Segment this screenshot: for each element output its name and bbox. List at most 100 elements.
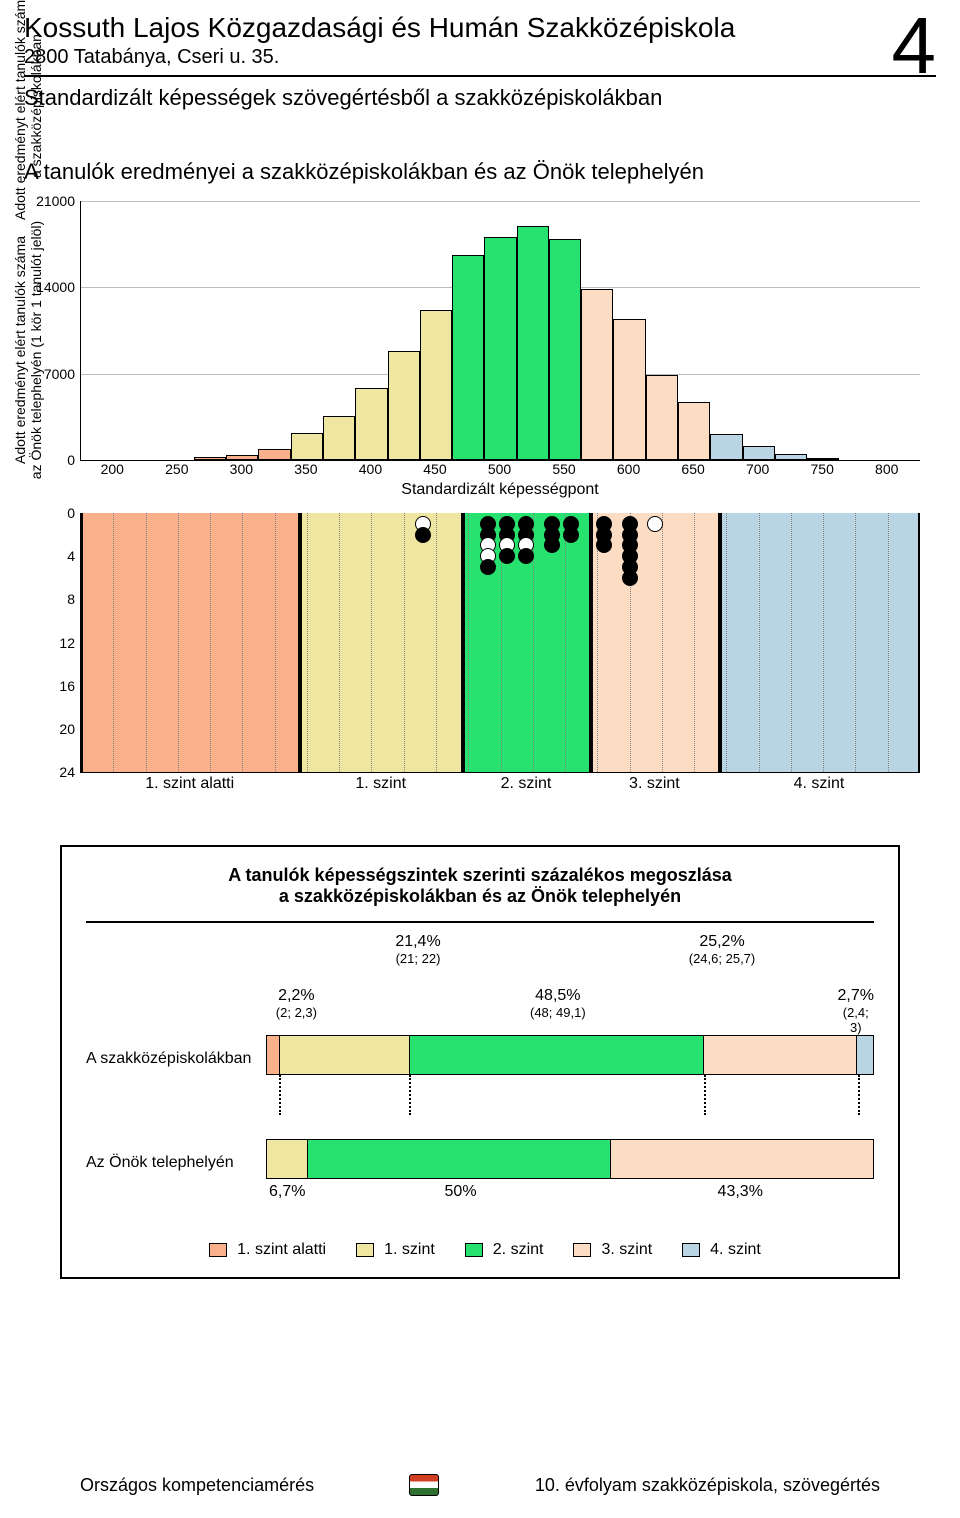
pct-row-top: 21,4%(21; 22)25,2%(24,6; 25,7) <box>266 933 874 977</box>
section-title: A tanulók eredményei a szakközépiskolákb… <box>24 159 960 185</box>
student-dot <box>622 570 638 586</box>
stacked-bar-local <box>266 1139 874 1179</box>
pct-row-mid: 2,2%(2; 2,3)48,5%(48; 49,1)2,7%(2,4; 3) <box>266 987 874 1031</box>
histogram-bar <box>517 226 549 460</box>
histogram-bar <box>355 388 387 460</box>
header-rule <box>24 75 936 77</box>
dotted-vline <box>662 513 663 772</box>
dotted-vline <box>404 513 405 772</box>
dotted-vline <box>791 513 792 772</box>
percentage-box: A tanulók képességszintek szerinti száza… <box>60 845 900 1279</box>
histogram-xticks: 200250300350400450500550600650700750800 <box>80 461 920 479</box>
footer-right: 10. évfolyam szakközépiskola, szövegérté… <box>535 1475 880 1496</box>
bar-segment <box>280 1036 410 1074</box>
histogram-bar <box>484 237 516 460</box>
histogram-area: 070001400021000 <box>80 201 920 461</box>
dot-ytick: 12 <box>59 635 81 651</box>
connector-line <box>409 1075 411 1115</box>
histogram-bar <box>452 255 484 460</box>
bar-segment <box>857 1036 873 1074</box>
histogram-bar <box>775 454 807 460</box>
xtick-label: 400 <box>359 461 382 477</box>
bar2-label: Az Önök telephelyén <box>86 1154 266 1172</box>
connector-line <box>858 1075 860 1115</box>
dotted-vline <box>371 513 372 772</box>
xtick-label: 800 <box>875 461 898 477</box>
legend-swatch <box>682 1243 700 1257</box>
gridline <box>81 201 920 202</box>
dot-ytick: 24 <box>59 764 81 780</box>
xtick-label: 550 <box>552 461 575 477</box>
pct-label: 25,2%(24,6; 25,7) <box>689 933 756 966</box>
bar-segment <box>308 1140 611 1178</box>
dotted-vline <box>597 513 598 772</box>
xtick-label: 750 <box>811 461 834 477</box>
level-label: 4. szint <box>794 775 845 793</box>
school-address: 2800 Tatabánya, Cseri u. 35. <box>24 46 936 69</box>
student-dot <box>563 527 579 543</box>
xtick-label: 600 <box>617 461 640 477</box>
level-band <box>591 513 720 772</box>
dotted-vline <box>759 513 760 772</box>
student-dot <box>499 548 515 564</box>
bar-segment <box>267 1036 280 1074</box>
dotted-vline <box>339 513 340 772</box>
bar2-below-labels: 6,7%50%43,3% <box>266 1183 874 1211</box>
dot-chart: Adott eredményt elért tanulók száma az Ö… <box>80 513 920 795</box>
level-label: 3. szint <box>629 775 680 793</box>
legend-item: 4. szint <box>672 1241 761 1259</box>
histogram-bar <box>258 449 290 460</box>
dotted-vline <box>823 513 824 772</box>
xtick-label: 650 <box>681 461 704 477</box>
page-number: 4 <box>892 6 937 86</box>
xtick-label: 300 <box>230 461 253 477</box>
histogram-bar <box>549 239 581 460</box>
dotchart-area: 04812162024 <box>80 513 920 773</box>
ytick-label: 0 <box>67 452 81 468</box>
histogram-bar <box>194 457 226 460</box>
xtick-label: 250 <box>165 461 188 477</box>
legend-swatch <box>356 1243 374 1257</box>
dotted-vline <box>178 513 179 772</box>
dot-ytick: 8 <box>67 591 81 607</box>
footer-left: Országos kompetenciamérés <box>80 1475 314 1496</box>
connector-line <box>279 1075 281 1115</box>
dotted-vline <box>275 513 276 772</box>
pct-title: A tanulók képességszintek szerinti száza… <box>86 865 874 923</box>
dotted-vline <box>468 513 469 772</box>
legend-item: 2. szint <box>455 1241 544 1259</box>
legend-swatch <box>465 1243 483 1257</box>
pct-label: 2,2%(2; 2,3) <box>276 987 317 1020</box>
ytick-label: 7000 <box>44 366 81 382</box>
histogram-bar <box>807 458 839 460</box>
dot-ytick: 16 <box>59 678 81 694</box>
dotted-vline <box>210 513 211 772</box>
bar-segment <box>410 1036 704 1074</box>
histogram-bar <box>420 310 452 460</box>
legend-swatch <box>573 1243 591 1257</box>
histogram-bar <box>581 289 613 460</box>
dotted-vline <box>242 513 243 772</box>
level-label: 1. szint <box>355 775 406 793</box>
dot-ytick: 4 <box>67 548 81 564</box>
legend: 1. szint alatti1. szint2. szint3. szint4… <box>86 1241 874 1259</box>
level-label: 1. szint alatti <box>145 775 234 793</box>
legend-swatch <box>209 1243 227 1257</box>
page-footer: Országos kompetenciamérés 10. évfolyam s… <box>0 1474 960 1496</box>
xtick-label: 450 <box>423 461 446 477</box>
level-band <box>300 513 463 772</box>
histogram-bar <box>710 434 742 460</box>
dotted-vline <box>146 513 147 772</box>
connector-line <box>704 1075 706 1115</box>
bar1-label: A szakközépiskolákban <box>86 1050 266 1068</box>
level-labels: 1. szint alatti1. szint2. szint3. szint4… <box>80 775 920 795</box>
histogram-bar <box>291 433 323 460</box>
dot-ytick: 0 <box>67 505 81 521</box>
histogram-bar <box>678 402 710 460</box>
xtick-label: 500 <box>488 461 511 477</box>
histogram-xtitle: Standardizált képességpont <box>80 481 920 499</box>
stacked-bar-national <box>266 1035 874 1075</box>
dotted-vline <box>113 513 114 772</box>
xtick-label: 200 <box>101 461 124 477</box>
bar-segment <box>704 1036 857 1074</box>
